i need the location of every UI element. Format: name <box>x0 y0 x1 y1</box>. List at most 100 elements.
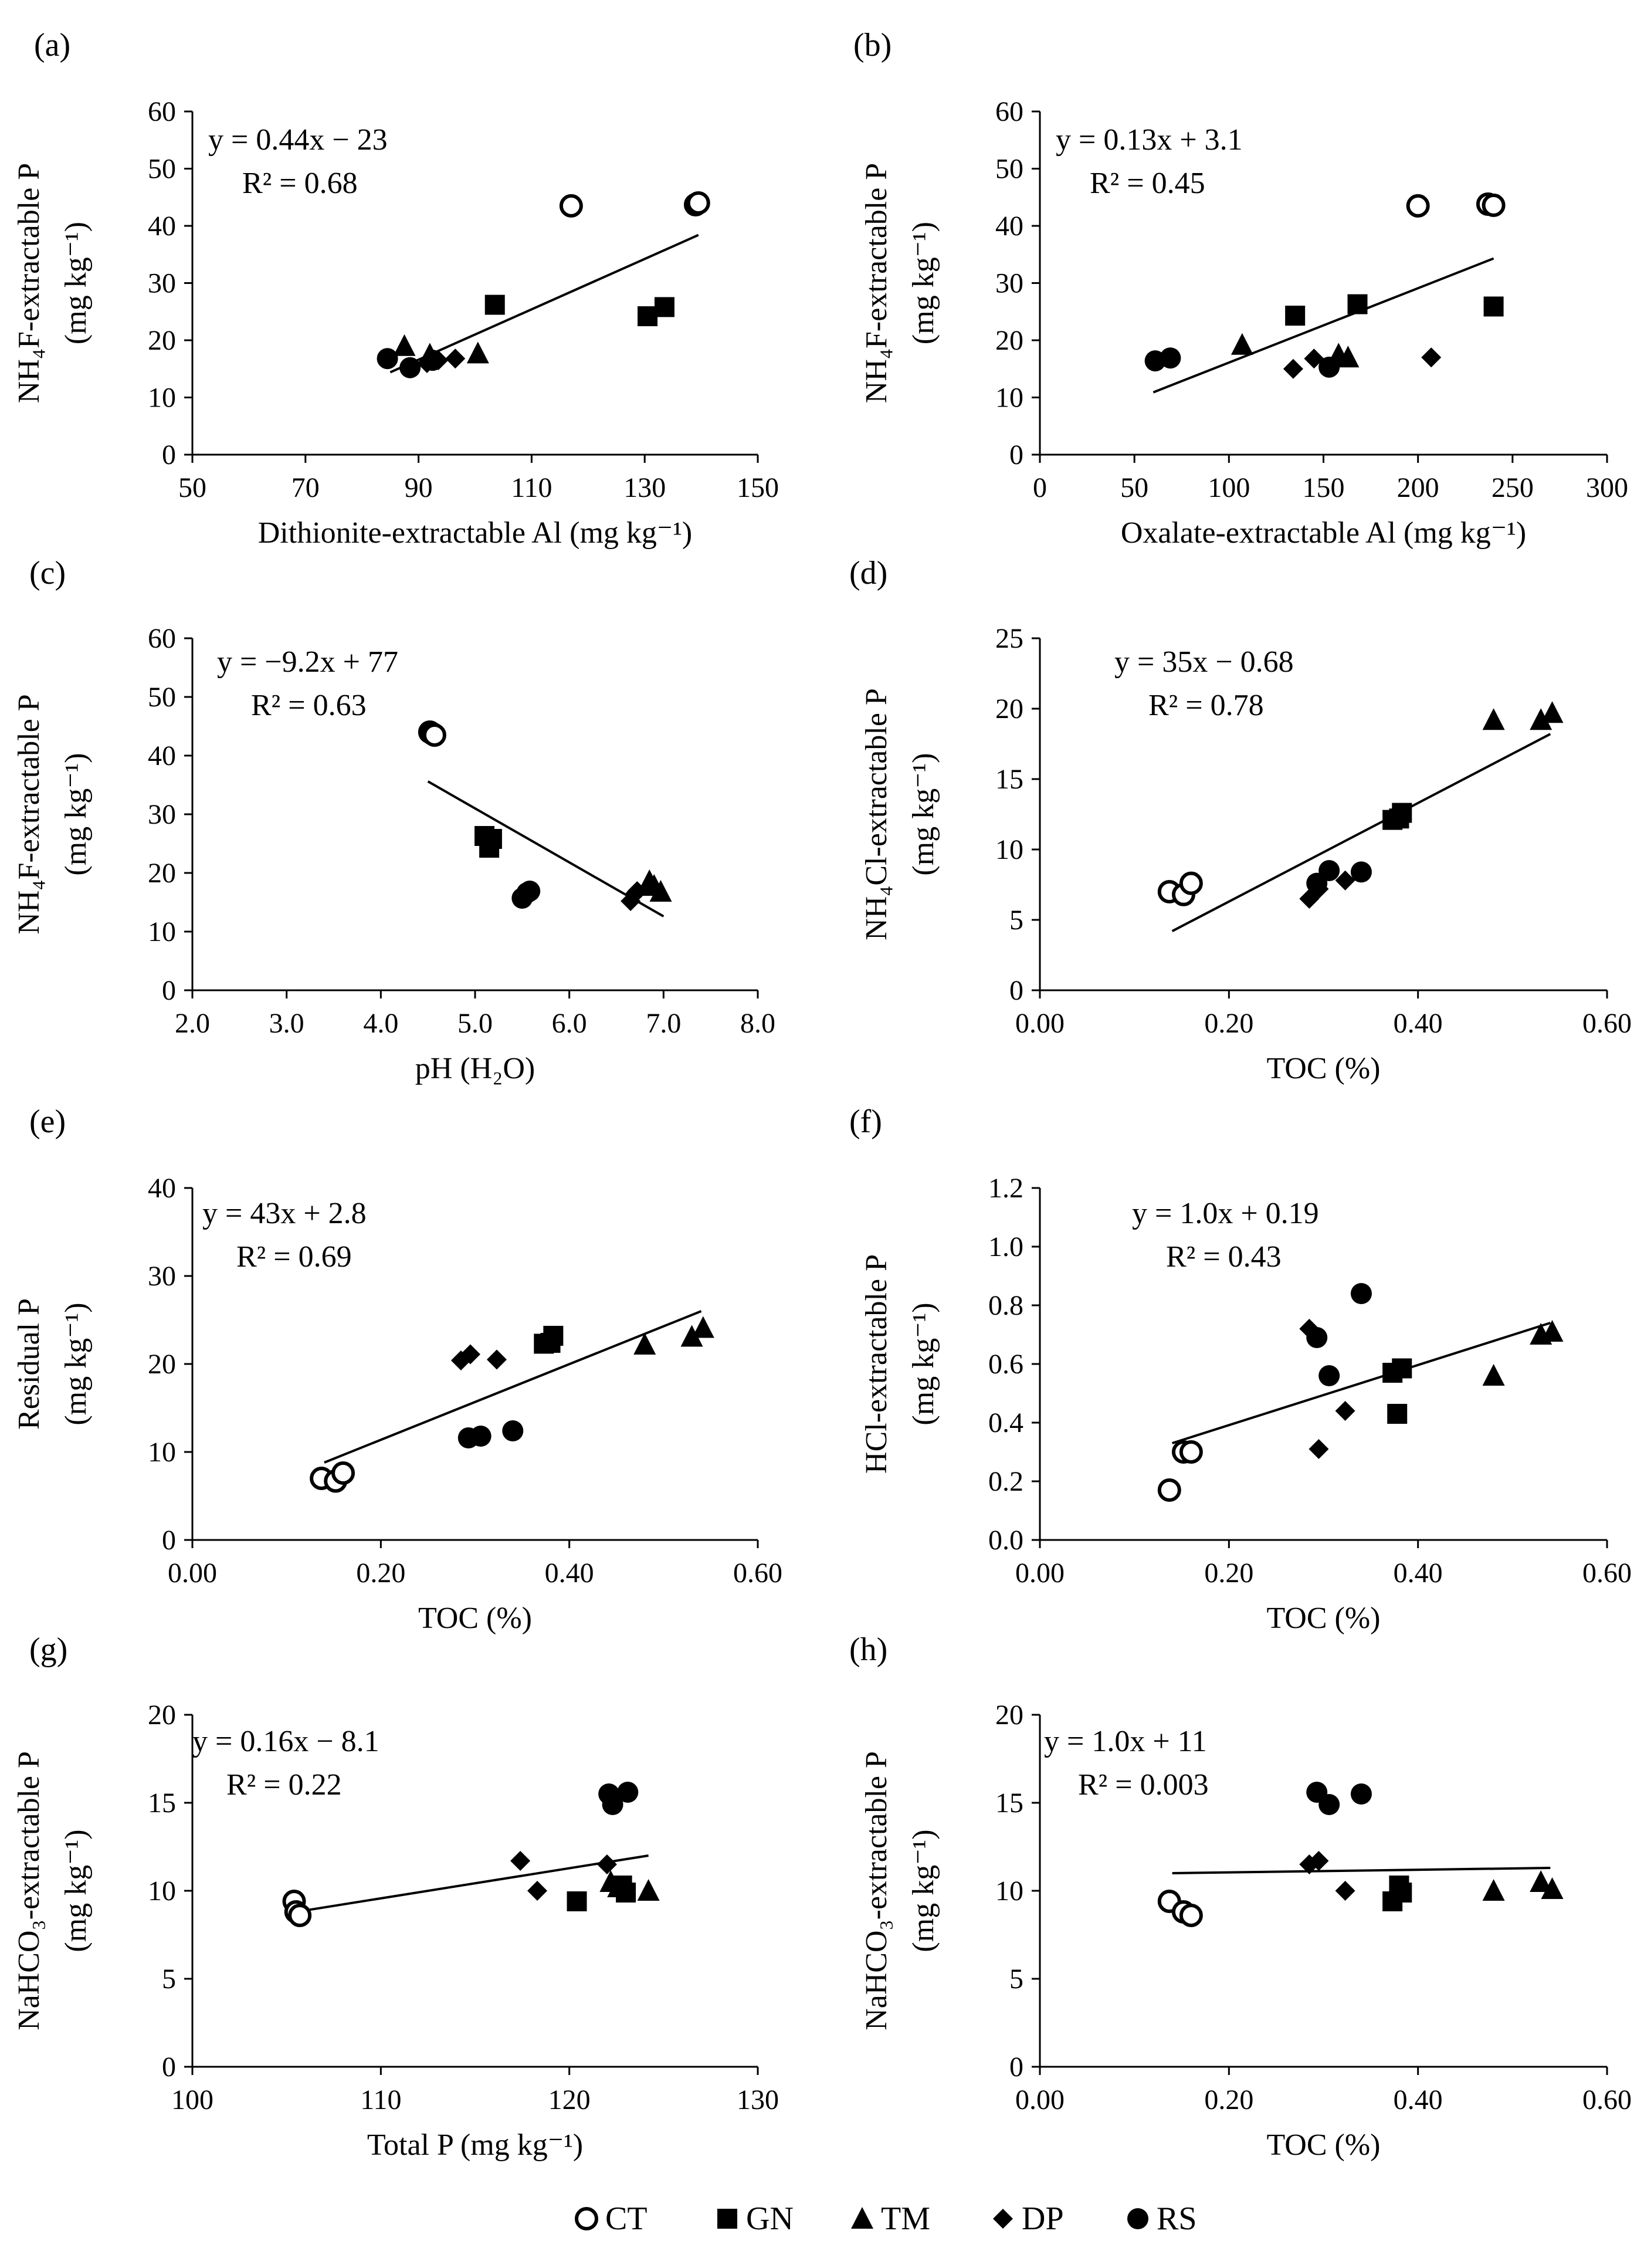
x-tick-label: 70 <box>291 472 320 503</box>
regression-equation: y = 0.16x − 8.1 <box>192 1725 379 1758</box>
y-tick-label: 20 <box>148 1349 176 1380</box>
y-tick-label: 30 <box>148 268 176 299</box>
point-rs <box>1318 860 1340 881</box>
point-tm <box>637 1879 660 1901</box>
trend-line <box>389 233 699 374</box>
r-squared: R² = 0.63 <box>251 689 367 722</box>
x-tick-label: 0.40 <box>545 1558 594 1589</box>
x-tick-label: 120 <box>548 2084 591 2115</box>
point-tm <box>680 1325 703 1347</box>
point-dp <box>486 1349 507 1370</box>
point-ct <box>1179 871 1203 895</box>
x-tick-label: 130 <box>623 472 666 503</box>
y-axis-unit: (mg kg⁻¹) <box>907 1302 940 1425</box>
x-axis-label: TOC (%) <box>1266 1602 1380 1635</box>
y-tick-label: 0 <box>1009 2052 1023 2083</box>
x-axis-label: Dithionite-extractable Al (mg kg⁻¹) <box>258 516 693 550</box>
panel-label: (d) <box>849 555 887 591</box>
x-tick-label: 100 <box>1208 472 1250 503</box>
y-tick-label: 15 <box>995 764 1023 795</box>
y-tick-label: 60 <box>148 623 176 654</box>
y-axis-label: NH₄F-extractable P <box>12 163 46 403</box>
point-tm <box>466 341 489 364</box>
point-tm <box>1482 1879 1505 1901</box>
point-rs <box>422 350 443 371</box>
y-tick-label: 1.2 <box>988 1173 1023 1204</box>
panel-label: (f) <box>849 1103 882 1140</box>
y-tick-label: 50 <box>995 154 1023 185</box>
point-dp <box>460 1344 480 1365</box>
point-ct <box>1157 1478 1181 1502</box>
y-tick-label: 10 <box>995 382 1023 414</box>
r-squared: R² = 0.45 <box>1090 167 1205 200</box>
point-rs <box>1318 356 1340 378</box>
regression-equation: y = 35x − 0.68 <box>1114 645 1294 679</box>
y-tick-label: 5 <box>162 1964 176 1995</box>
y-axis-label: Residual P <box>12 1298 46 1430</box>
regression-equation: y = 43x + 2.8 <box>202 1197 367 1230</box>
y-tick-label: 30 <box>148 799 176 830</box>
y-tick-label: 5 <box>1009 905 1023 936</box>
panel-b: 0 10 20 30 40 50 60 0 50 100 150 200 250 300 Oxalate-e… <box>853 27 1628 550</box>
x-tick-label: 8.0 <box>740 1008 775 1039</box>
y-axis-label: NH₄Cl-extractable P <box>860 688 893 940</box>
r-squared: R² = 0.43 <box>1166 1240 1282 1274</box>
point-tm <box>1541 701 1564 723</box>
point-rs <box>617 1782 639 1803</box>
x-axis-label: TOC (%) <box>1266 1052 1380 1085</box>
x-tick-label: 0.20 <box>356 1558 405 1589</box>
panel-c: 0 10 20 30 40 50 60 2.0 3.0 4.0 5.0 6.0 7.0 8.0 pH (H₂… <box>12 555 775 1085</box>
panel-a: 0 10 20 30 40 50 60 50 70 90 110 130 150 Dithionite-e… <box>12 27 779 550</box>
panel-g: 0 5 10 15 20 100 110 120 130 Total P (mg kg⁻¹) NaH… <box>12 1631 779 2162</box>
r-squared: R² = 0.78 <box>1148 689 1264 722</box>
y-axis-unit: (mg kg⁻¹) <box>59 1829 93 1952</box>
point-dp <box>1421 347 1442 368</box>
y-tick-label: 40 <box>995 211 1023 242</box>
x-tick-label: 0.00 <box>1015 2084 1065 2115</box>
point-dp <box>1309 1851 1329 1871</box>
point-rs <box>1318 1794 1340 1815</box>
panel-d: 0 5 10 15 20 25 0.00 0.20 0.40 0.60 TOC (%) NH₄Cl-e… <box>849 555 1632 1085</box>
point-gn <box>1392 1883 1412 1903</box>
x-tick-label: 130 <box>737 2084 779 2115</box>
point-tm <box>607 1876 630 1897</box>
x-tick-label: 0.40 <box>1394 1008 1443 1039</box>
y-axis-label: NaHCO₃-extractable P <box>860 1751 893 2030</box>
x-tick-label: 250 <box>1492 472 1534 503</box>
y-tick-label: 60 <box>148 96 176 127</box>
panel-f: 0.0 0.2 0.4 0.6 0.8 1.0 1.2 0.00 0.20 0.40 0.60 TOC… <box>849 1103 1632 1635</box>
legend-label-ct: CT <box>605 2201 648 2237</box>
point-ct <box>1179 1440 1203 1464</box>
panel-label: (h) <box>849 1631 887 1668</box>
x-tick-label: 150 <box>1303 472 1345 503</box>
point-tm <box>1530 708 1553 730</box>
trend-line <box>296 1854 649 1913</box>
x-tick-label: 6.0 <box>552 1008 587 1039</box>
trend-line <box>1172 1867 1551 1874</box>
x-axis-label: TOC (%) <box>418 1602 532 1635</box>
y-axis-unit: (mg kg⁻¹) <box>59 222 93 344</box>
y-axis-unit: (mg kg⁻¹) <box>907 1829 940 1952</box>
point-ct <box>422 723 446 747</box>
y-tick-label: 40 <box>148 1173 176 1204</box>
x-tick-label: 0 <box>1033 472 1047 503</box>
panel-e: 0 10 20 30 40 0.00 0.20 0.40 0.60 TOC (%) Residual… <box>12 1103 782 1635</box>
x-tick-label: 4.0 <box>363 1008 398 1039</box>
y-tick-label: 50 <box>148 682 176 713</box>
legend-label-rs: RS <box>1157 2201 1197 2237</box>
legend-marker-tm <box>851 2207 873 2229</box>
x-tick-label: 110 <box>511 472 552 503</box>
panel-h: 0 5 10 15 20 0.00 0.20 0.40 0.60 TOC (%) NaHCO₃-ex… <box>849 1631 1632 2162</box>
panel-label: (c) <box>29 555 66 591</box>
point-gn <box>1387 1404 1408 1424</box>
y-axis-unit: (mg kg⁻¹) <box>907 753 940 875</box>
point-tm <box>1482 708 1505 730</box>
regression-equation: y = 0.44x − 23 <box>208 123 388 157</box>
x-tick-label: 0.60 <box>1582 1008 1632 1039</box>
y-tick-label: 20 <box>148 858 176 889</box>
legend-marker-ct <box>575 2207 598 2230</box>
y-tick-label: 10 <box>995 834 1023 865</box>
y-tick-label: 0 <box>162 1525 176 1556</box>
point-dp <box>1309 1439 1329 1459</box>
point-gn <box>543 1326 564 1346</box>
